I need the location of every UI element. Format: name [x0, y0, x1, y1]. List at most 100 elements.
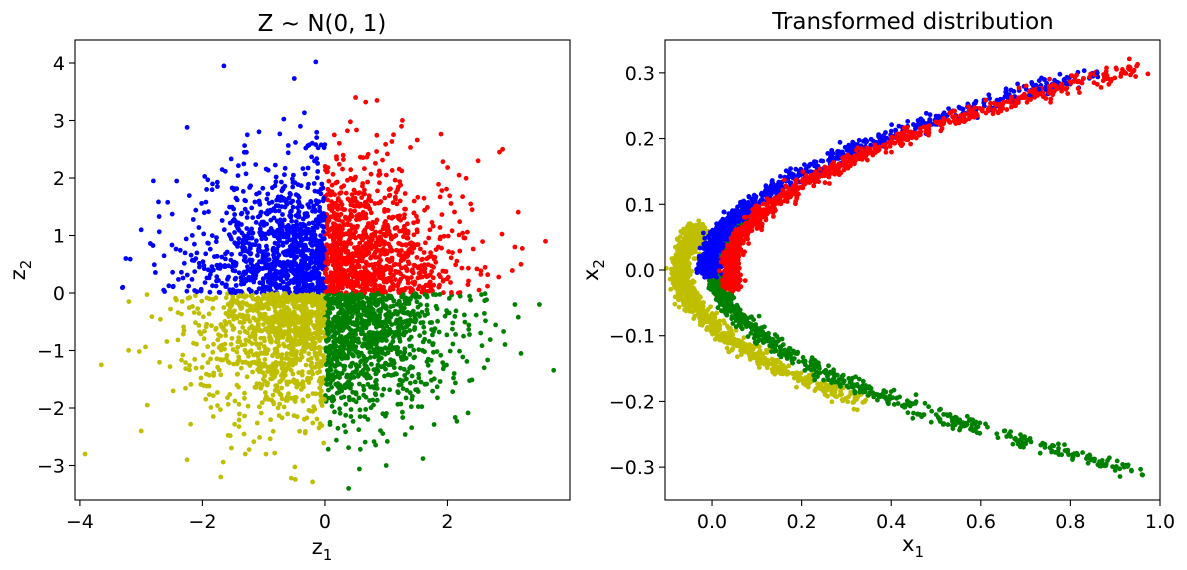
latent-point — [315, 225, 320, 230]
latent-point — [417, 264, 422, 269]
latent-point — [476, 158, 481, 163]
latent-point — [421, 320, 426, 325]
latent-point — [242, 143, 247, 148]
latent-point — [338, 388, 343, 393]
latent-point — [537, 302, 542, 307]
latent-point — [370, 224, 375, 229]
latent-point — [223, 319, 228, 324]
latent-point — [303, 254, 308, 259]
latent-point — [292, 328, 297, 333]
latent-point — [338, 335, 343, 340]
latent-point — [267, 229, 272, 234]
latent-point — [332, 334, 337, 339]
latent-point — [283, 166, 288, 171]
latent-point — [373, 337, 378, 342]
latent-point — [394, 190, 399, 195]
latent-point — [253, 162, 258, 167]
latent-point — [330, 246, 335, 251]
latent-point — [229, 446, 234, 451]
latent-point — [363, 100, 368, 105]
latent-point — [272, 232, 277, 237]
latent-point — [390, 258, 395, 263]
latent-point — [183, 360, 188, 365]
latent-point — [388, 330, 393, 335]
latent-point — [351, 419, 356, 424]
latent-point — [197, 323, 202, 328]
latent-point — [210, 233, 215, 238]
latent-point — [461, 235, 466, 240]
latent-point — [415, 227, 420, 232]
latent-point — [349, 382, 354, 387]
latent-point — [363, 287, 368, 292]
latent-point — [426, 236, 431, 241]
latent-point — [184, 237, 189, 242]
latent-point — [441, 159, 446, 164]
latent-point — [393, 178, 398, 183]
latent-point — [401, 386, 406, 391]
latent-point — [190, 304, 195, 309]
latent-point — [372, 439, 377, 444]
latent-point — [462, 313, 467, 318]
latent-point — [219, 348, 224, 353]
latent-point — [324, 267, 329, 272]
latent-point — [326, 323, 331, 328]
latent-point — [229, 157, 234, 162]
latent-point — [431, 265, 436, 270]
latent-point — [316, 316, 321, 321]
latent-y-axis-label: z2 — [6, 260, 35, 281]
latent-point — [317, 386, 322, 391]
latent-point — [449, 201, 454, 206]
latent-point — [165, 339, 170, 344]
latent-point — [286, 150, 291, 155]
latent-point — [412, 292, 417, 297]
latent-point — [257, 230, 262, 235]
latent-point — [203, 280, 208, 285]
latent-point — [333, 181, 338, 186]
latent-point — [422, 196, 427, 201]
transformed-point — [860, 400, 865, 405]
latent-point — [375, 98, 380, 103]
transformed-points — [664, 57, 1150, 479]
latent-point — [182, 328, 187, 333]
latent-point — [251, 439, 256, 444]
latent-point — [207, 297, 212, 302]
latent-point — [216, 332, 221, 337]
latent-point — [391, 215, 396, 220]
latent-point — [199, 376, 204, 381]
latent-point — [198, 382, 203, 387]
latent-point — [361, 393, 366, 398]
latent-point — [367, 398, 372, 403]
latent-point — [438, 274, 443, 279]
latent-point — [411, 309, 416, 314]
latent-point — [381, 247, 386, 252]
latent-point — [413, 387, 418, 392]
latent-point — [435, 395, 440, 400]
latent-point — [215, 403, 220, 408]
latent-point — [347, 398, 352, 403]
latent-point — [444, 187, 449, 192]
latent-point — [357, 214, 362, 219]
latent-point — [513, 245, 518, 250]
transformed-point — [677, 305, 682, 310]
latent-point — [431, 350, 436, 355]
latent-point — [202, 336, 207, 341]
latent-point — [354, 368, 359, 373]
latent-point — [326, 261, 331, 266]
latent-point — [402, 207, 407, 212]
latent-point — [281, 187, 286, 192]
latent-point — [296, 211, 301, 216]
latent-point — [277, 327, 282, 332]
latent-point — [227, 360, 232, 365]
latent-point — [388, 288, 393, 293]
latent-point — [406, 281, 411, 286]
latent-point — [422, 285, 427, 290]
latent-point — [381, 272, 386, 277]
latent-point — [415, 255, 420, 260]
latent-point — [313, 350, 318, 355]
latent-point — [215, 337, 220, 342]
latent-point — [250, 370, 255, 375]
latent-point — [265, 197, 270, 202]
latent-point — [331, 301, 336, 306]
latent-point — [231, 268, 236, 273]
